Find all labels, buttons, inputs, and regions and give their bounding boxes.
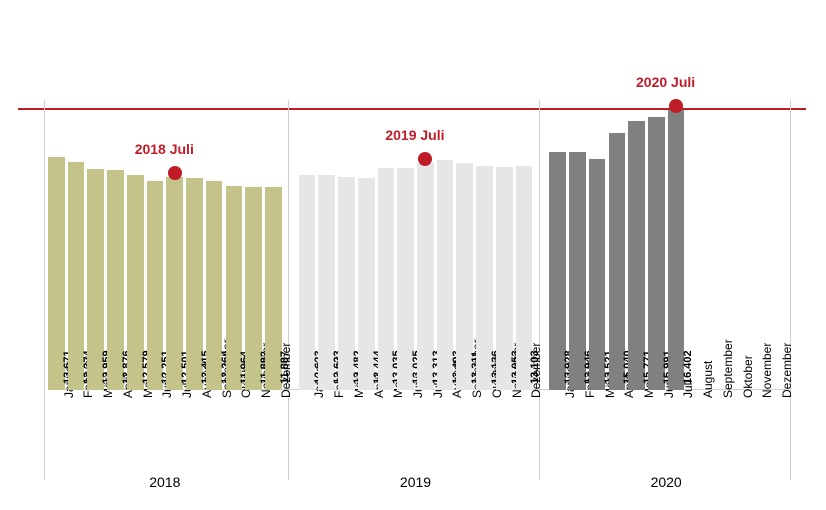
group-separator bbox=[539, 100, 540, 480]
group-separator bbox=[790, 100, 791, 480]
category-label: August bbox=[701, 361, 715, 398]
highlight-marker-label: 2020 Juli bbox=[636, 74, 695, 90]
group-separator bbox=[288, 100, 289, 480]
category-label: Oktober bbox=[741, 355, 755, 398]
bar bbox=[648, 117, 665, 390]
category-label: November bbox=[760, 343, 774, 398]
bar-value: 11.887 bbox=[279, 351, 291, 384]
bar-value: 13.103 bbox=[529, 350, 541, 384]
year-label: 2019 bbox=[299, 474, 533, 490]
reference-line bbox=[18, 108, 806, 110]
group-separator bbox=[44, 100, 45, 480]
category-label: September bbox=[721, 339, 735, 398]
highlight-marker bbox=[168, 166, 182, 180]
category-label: Dezember bbox=[780, 343, 794, 398]
bar-chart: Januar13.671Februar13.374März12.959April… bbox=[48, 100, 786, 390]
highlight-marker-label: 2019 Juli bbox=[385, 127, 444, 143]
bar-value: 16.402 bbox=[682, 350, 694, 384]
year-label: 2020 bbox=[549, 474, 783, 490]
highlight-marker-label: 2018 Juli bbox=[135, 141, 194, 157]
bar bbox=[668, 110, 685, 390]
year-label: 2018 bbox=[48, 474, 282, 490]
